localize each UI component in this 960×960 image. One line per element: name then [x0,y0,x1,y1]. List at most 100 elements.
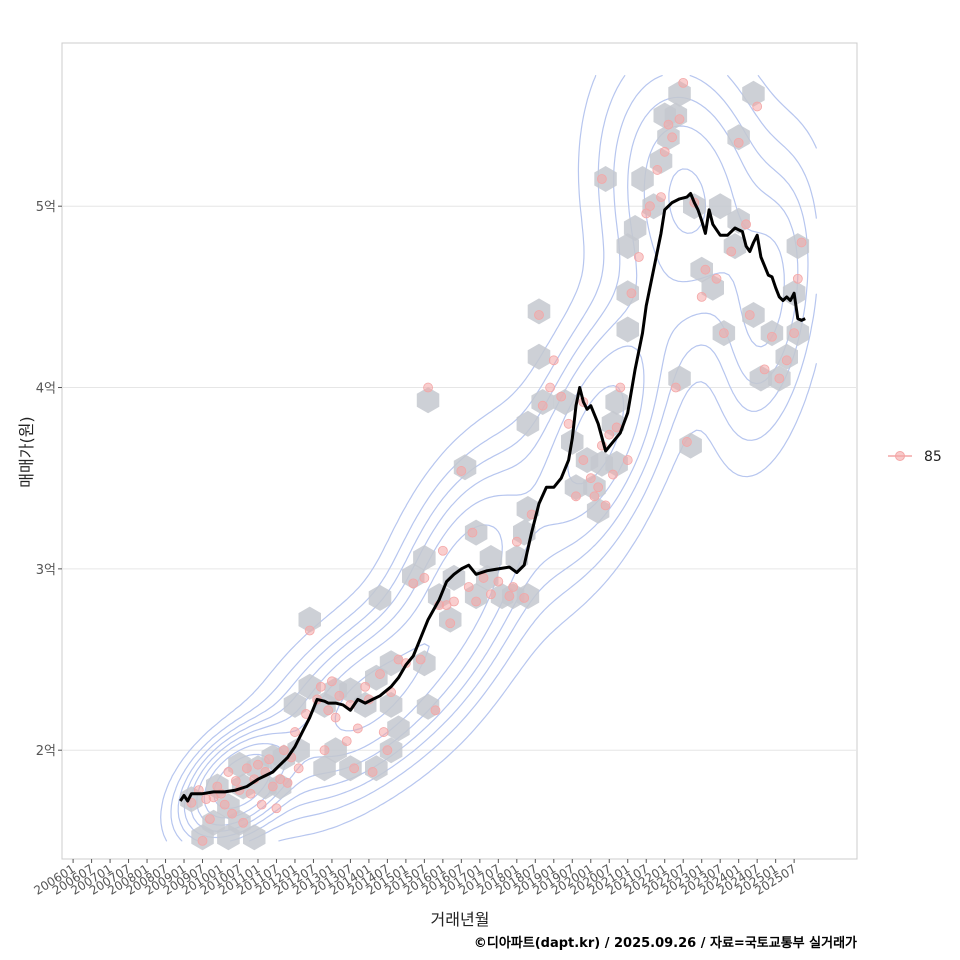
hexbin [479,545,503,571]
data-point [674,114,685,125]
data-point [256,799,267,810]
data-point [315,681,326,692]
y-axis-title: 매매가(원) [17,416,36,487]
data-point [696,291,707,302]
data-point [230,776,241,786]
hexbin [379,691,403,718]
data-point [563,418,574,429]
hexbin [339,677,362,704]
data-point [792,273,803,284]
data-point [419,573,430,583]
trend-line [179,192,806,803]
y-tick-label: 2억 [36,744,56,759]
hexbin [298,606,321,633]
data-point [205,814,215,825]
data-point [663,119,674,130]
data-point [759,364,770,375]
plot-panel [61,42,858,860]
data-point [589,491,600,502]
data-point [545,382,555,393]
data-point [408,578,419,589]
data-point [593,482,604,493]
legend: 85 [888,449,942,465]
data-point [334,690,345,701]
data-point [596,174,607,184]
hexbin [564,474,588,501]
hexbin [616,316,639,343]
hexbin [416,387,440,414]
hexbin [283,691,307,718]
data-point [537,400,548,411]
data-point [227,808,237,819]
hexbin [742,80,765,107]
data-point [711,273,722,284]
hexbin [368,584,392,611]
data-point [478,573,489,583]
hexbin [505,545,529,571]
data-point [290,727,300,737]
hexbin [387,715,410,742]
data-point [423,382,433,393]
y-tick-label: 5억 [36,200,56,215]
density-contour-1 [160,75,817,842]
data-point [700,264,711,275]
hexbin [298,673,321,700]
data-point [633,252,644,262]
data-point [511,536,522,547]
data-point [781,355,792,366]
data-point [352,723,363,734]
caption: ©디아파트(dapt.kr) / 2025.09.26 / 자료=국토교통부 실… [474,935,857,951]
hexbin [623,215,647,241]
data-point [486,589,496,600]
scatter-points [186,77,807,846]
data-point [271,803,282,814]
data-point [267,781,278,792]
data-point [622,455,633,465]
data-point [471,596,482,607]
hexbin-layer [180,80,810,851]
legend-label: 85 [924,449,942,465]
data-point [341,736,352,747]
data-point [796,237,807,248]
data-point [608,469,618,480]
data-point [278,745,289,756]
data-point [578,455,589,465]
data-point [652,165,663,175]
data-point [360,681,371,692]
data-point [253,759,263,770]
hexbin [708,193,732,220]
data-point [741,219,751,230]
data-point [733,137,744,148]
hexbin [605,389,628,415]
hexbin [727,124,750,151]
data-point [367,767,378,777]
data-point [238,817,249,828]
data-point [437,545,448,556]
data-point [415,654,426,665]
data-point [744,310,755,320]
hexbin [527,343,551,370]
data-point [534,310,544,320]
data-point [645,201,655,212]
hexbin [313,755,336,782]
data-point [615,382,626,393]
data-point [604,429,615,440]
legend-marker [895,451,905,461]
hexbin [324,737,347,764]
data-point [600,500,611,511]
data-point [197,835,208,846]
data-point [330,712,341,723]
y-tick-label: 3억 [36,563,56,578]
data-point [349,763,360,774]
data-point [508,582,519,592]
data-point [323,705,334,716]
data-point [548,355,559,366]
data-point [752,101,763,112]
data-point [445,618,456,629]
data-point [378,727,389,737]
hexbin [631,166,654,192]
hexbin [413,545,436,571]
data-point [519,592,530,603]
data-point [767,331,777,342]
